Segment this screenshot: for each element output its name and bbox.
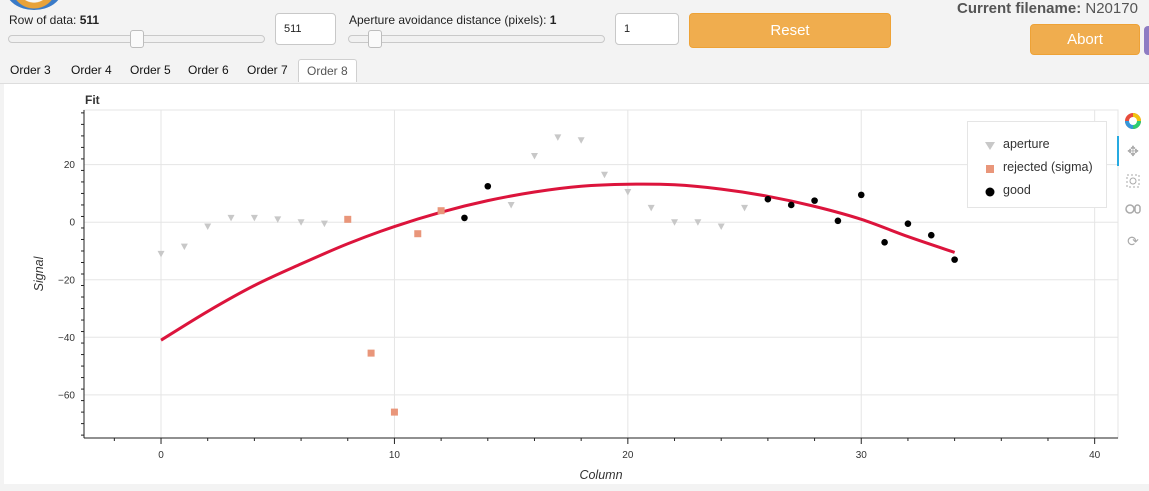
abort-button[interactable]: Abort <box>1030 24 1140 55</box>
aperture-point <box>204 223 212 231</box>
y-axis-label: Signal <box>32 255 46 291</box>
row-label: Row of data: 511 <box>9 13 100 27</box>
filename-value: N20170 <box>1085 0 1138 17</box>
aperture-point <box>320 220 328 228</box>
tab-order-8[interactable]: Order 8 <box>298 59 357 82</box>
row-value: 511 <box>79 13 100 27</box>
rejected-point <box>414 230 422 238</box>
tab-order-4[interactable]: Order 4 <box>71 63 112 77</box>
aperture-point <box>554 134 562 141</box>
triangle-down-icon <box>985 142 995 150</box>
extra-button[interactable] <box>1144 26 1149 55</box>
aperture-point <box>647 204 655 212</box>
row-slider-handle[interactable] <box>130 30 144 48</box>
aperture-point <box>507 201 515 209</box>
aperture-input[interactable] <box>615 13 679 45</box>
aperture-point <box>717 223 725 231</box>
app-logo <box>6 0 62 10</box>
aperture-point <box>577 137 585 144</box>
plot-axes: 0 10 20 30 40 −60 −40 −20 0 20 <box>58 110 1118 461</box>
y-tick-label: 0 <box>69 218 75 229</box>
circle-icon <box>985 187 995 197</box>
y-tick-label: −20 <box>58 275 75 286</box>
good-point <box>857 191 865 199</box>
aperture-point <box>180 243 188 251</box>
aperture-point <box>741 204 749 212</box>
good-point <box>927 231 935 239</box>
legend-label-good: good <box>1003 183 1031 197</box>
x-tick-label: 0 <box>158 450 164 461</box>
x-tick-label: 40 <box>1089 450 1101 461</box>
tab-order-7[interactable]: Order 7 <box>247 63 288 77</box>
data-points <box>157 134 958 416</box>
tab-divider <box>0 83 1149 84</box>
current-filename: Current filename: N20170 <box>957 0 1138 17</box>
good-point <box>787 201 795 209</box>
aperture-point <box>274 216 282 223</box>
good-point <box>484 182 492 190</box>
fit-line <box>160 182 956 342</box>
y-tick-label: −60 <box>58 390 75 401</box>
y-tick-label: 20 <box>64 160 76 171</box>
aperture-slider-handle[interactable] <box>368 30 382 48</box>
legend-label-rejected: rejected (sigma) <box>1003 160 1093 174</box>
x-tick-label: 20 <box>622 450 634 461</box>
plot-grid <box>84 110 1118 438</box>
plot-title: Fit <box>85 93 100 107</box>
bokeh-logo-icon[interactable] <box>1122 110 1144 132</box>
plot-panel <box>4 84 1149 484</box>
good-point <box>951 256 958 263</box>
aperture-point <box>624 189 632 196</box>
tab-order-3[interactable]: Order 3 <box>10 63 51 77</box>
good-point <box>904 220 912 227</box>
aperture-point <box>250 214 258 222</box>
aperture-point <box>227 214 235 222</box>
rejected-point <box>390 408 398 416</box>
aperture-value: 1 <box>549 13 557 27</box>
aperture-point <box>671 219 679 226</box>
tab-order-5[interactable]: Order 5 <box>130 63 171 77</box>
tab-order-6[interactable]: Order 6 <box>188 63 229 77</box>
aperture-point <box>694 219 702 226</box>
x-axis-label: Column <box>579 468 622 482</box>
reset-button[interactable]: Reset <box>689 13 891 48</box>
rejected-point <box>437 207 445 215</box>
pan-icon[interactable]: ✥ <box>1127 143 1139 159</box>
square-icon <box>986 165 994 173</box>
y-tick-label: −40 <box>58 333 75 344</box>
good-point <box>811 197 818 204</box>
aperture-slider[interactable] <box>348 35 605 43</box>
box-zoom-icon[interactable] <box>1122 170 1144 192</box>
row-input[interactable] <box>275 13 336 45</box>
good-point <box>834 217 842 225</box>
good-point <box>461 214 468 222</box>
aperture-point <box>601 171 609 179</box>
x-tick-label: 30 <box>856 450 868 461</box>
wheel-zoom-icon[interactable] <box>1122 199 1144 221</box>
aperture-point <box>530 153 538 160</box>
x-tick-label: 10 <box>389 450 401 461</box>
plot-frame <box>83 109 1119 439</box>
aperture-point <box>157 250 165 258</box>
aperture-label: Aperture avoidance distance (pixels): 1 <box>349 13 557 27</box>
fit-curve <box>160 182 956 342</box>
active-tool-indicator <box>1117 136 1119 166</box>
legend-label-aperture: aperture <box>1003 137 1050 151</box>
rejected-point <box>344 215 352 223</box>
rejected-point <box>367 349 375 357</box>
aperture-point <box>297 219 305 226</box>
legend: aperture rejected (sigma) good <box>967 121 1107 208</box>
good-point <box>764 195 772 203</box>
reset-icon[interactable]: ⟳ <box>1127 233 1139 249</box>
good-point <box>881 239 888 246</box>
